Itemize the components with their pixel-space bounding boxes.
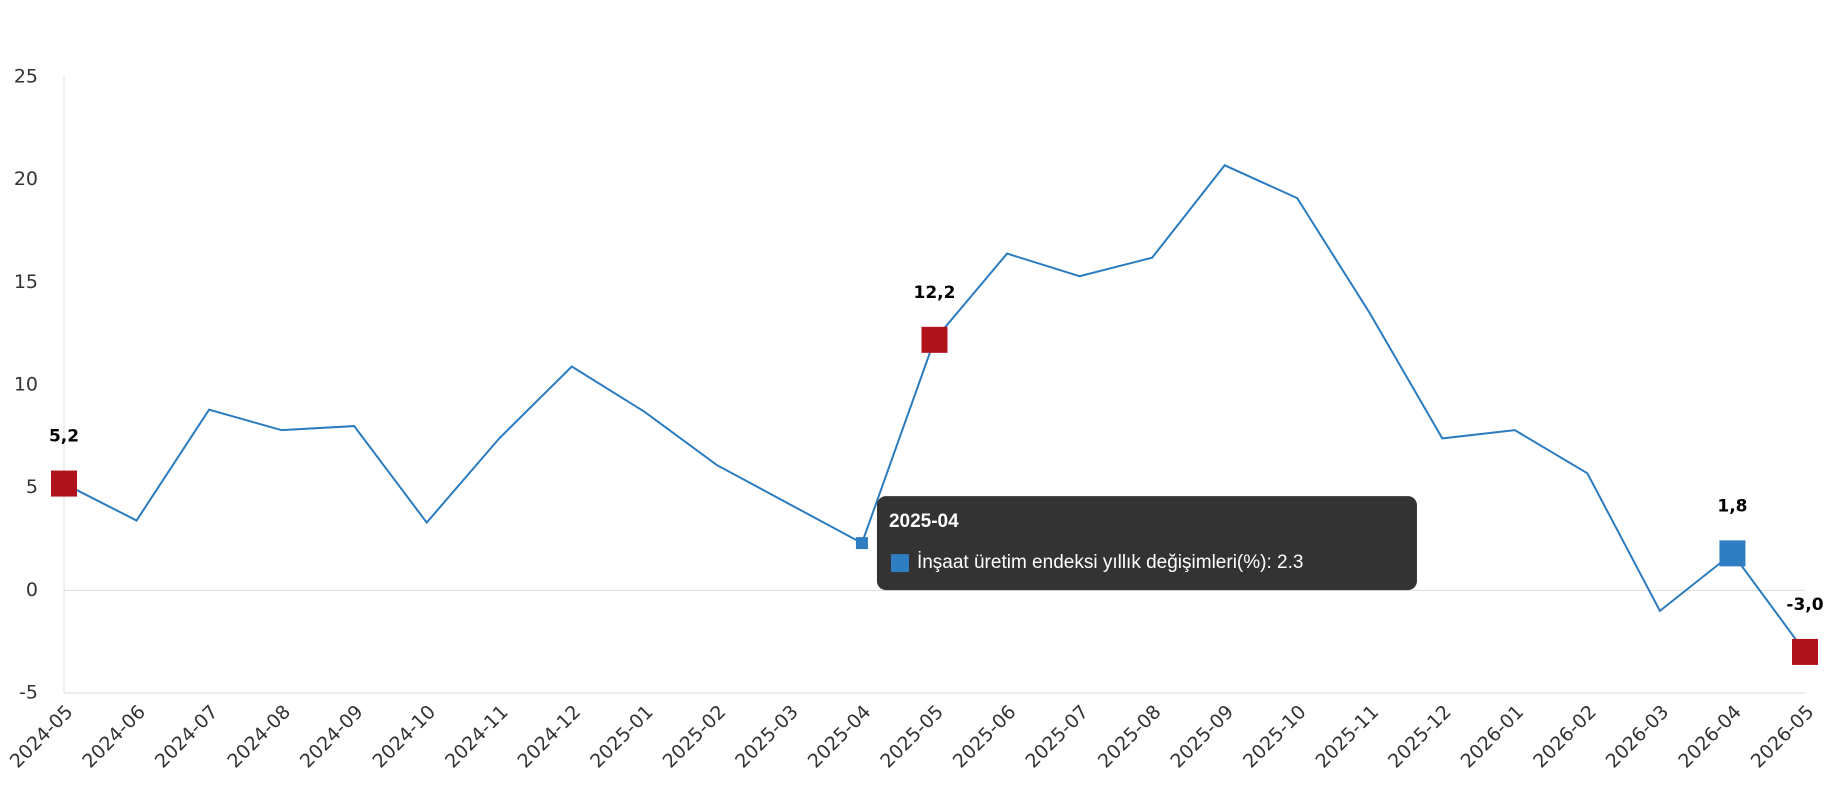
- x-tick-label: 2024-05: [6, 701, 78, 773]
- value-label: 5,2: [49, 427, 79, 447]
- x-tick-label: 2024-11: [441, 701, 513, 773]
- x-tick-label: 2024-07: [151, 701, 223, 773]
- point-marker: [1792, 638, 1818, 665]
- value-label: -3,0: [1786, 595, 1823, 615]
- y-tick-label: 20: [14, 168, 38, 190]
- y-tick-label: 0: [26, 579, 38, 601]
- x-tick-label: 2024-09: [296, 701, 368, 773]
- value-label: 12,2: [914, 283, 956, 303]
- y-tick-label: -5: [19, 682, 38, 704]
- tooltip-swatch: [890, 554, 909, 573]
- tooltip-title: 2025-04: [889, 511, 959, 532]
- point-marker: [51, 470, 77, 497]
- x-tick-label: 2025-03: [731, 701, 803, 773]
- x-tick-label: 2025-07: [1021, 701, 1093, 773]
- x-tick-label: 2024-08: [223, 701, 295, 773]
- x-tick-label: 2025-11: [1311, 701, 1383, 773]
- y-tick-label: 15: [14, 271, 38, 293]
- x-tick-label: 2025-04: [804, 701, 876, 773]
- x-tick-label: 2024-12: [514, 701, 586, 773]
- x-tick-label: 2025-08: [1094, 701, 1166, 773]
- x-tick-label: 2026-02: [1529, 701, 1601, 773]
- x-tick-label: 2025-10: [1239, 701, 1311, 773]
- tooltip-box: [876, 496, 1417, 591]
- x-tick-label: 2026-05: [1747, 701, 1819, 773]
- x-tick-label: 2025-05: [876, 701, 948, 773]
- x-tick-label: 2025-01: [586, 701, 658, 773]
- x-tick-label: 2025-06: [949, 701, 1021, 773]
- x-tick-label: 2024-06: [78, 701, 150, 773]
- hover-marker: [855, 537, 868, 550]
- point-marker: [921, 326, 948, 353]
- x-tick-label: 2026-01: [1457, 701, 1529, 773]
- x-tick-label: 2026-04: [1674, 701, 1746, 773]
- y-tick-label: 25: [14, 66, 38, 88]
- point-marker: [1719, 540, 1746, 567]
- x-tick-label: 2025-12: [1384, 701, 1456, 773]
- x-tick-label: 2025-02: [659, 701, 731, 773]
- x-tick-label: 2025-09: [1166, 701, 1238, 773]
- tooltip: 2025-04 İnşaat üretim endeksi yıllık deği…: [876, 496, 1417, 591]
- y-tick-label: 10: [14, 374, 38, 396]
- tooltip-text: İnşaat üretim endeksi yıllık değişimleri…: [917, 552, 1303, 573]
- y-tick-label: 5: [26, 476, 38, 498]
- value-label: 1,8: [1717, 496, 1747, 516]
- x-tick-label: 2026-03: [1602, 701, 1674, 773]
- x-tick-label: 2024-10: [368, 701, 440, 773]
